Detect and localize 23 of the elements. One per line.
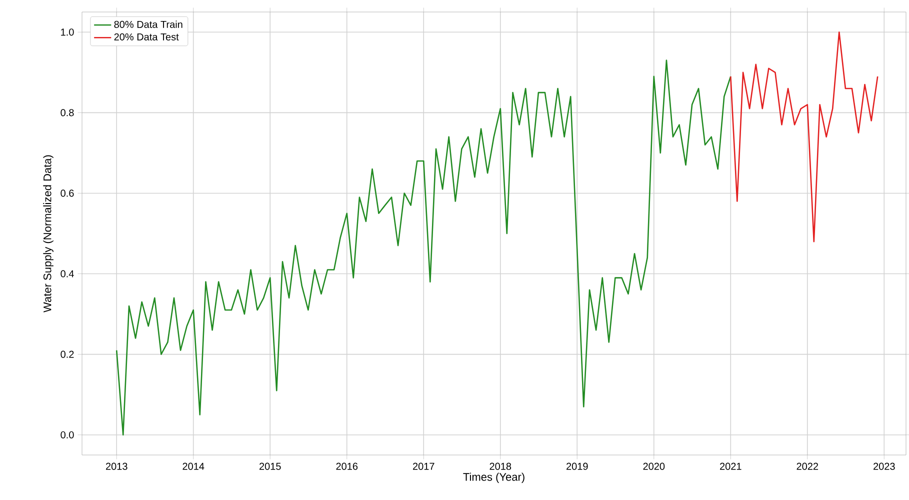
- x-tick-label: 2017: [413, 462, 434, 470]
- x-tick-label: 2015: [259, 462, 281, 470]
- x-axis-title: Times (Year): [463, 472, 524, 483]
- x-tick-label: 2013: [106, 462, 128, 470]
- x-tick-label: 2020: [643, 462, 665, 470]
- x-tick-label: 2018: [490, 462, 512, 470]
- line-series: [116, 60, 732, 436]
- x-tick-label: 2023: [874, 462, 895, 470]
- y-tick-label: 0.4: [60, 270, 74, 278]
- x-tick-label: 2019: [566, 462, 588, 470]
- y-tick-label: 0.8: [60, 109, 74, 116]
- y-tick-label: 1.0: [61, 28, 74, 36]
- x-tick-label: 2022: [796, 462, 818, 470]
- y-tick-label: 0.0: [60, 431, 74, 438]
- x-tick-label: 2016: [336, 462, 358, 470]
- legend-label: 80% Data Train: [114, 20, 182, 28]
- x-tick-label: 2021: [720, 462, 742, 470]
- y-axis-title: Water Supply (Normalized Data): [43, 155, 54, 312]
- line-series: [730, 31, 878, 242]
- y-tick-label: 0.2: [60, 350, 74, 358]
- legend-label: 20% Data Test: [114, 33, 179, 40]
- y-tick-label: 0.6: [60, 190, 74, 197]
- x-tick-label: 2014: [182, 462, 204, 470]
